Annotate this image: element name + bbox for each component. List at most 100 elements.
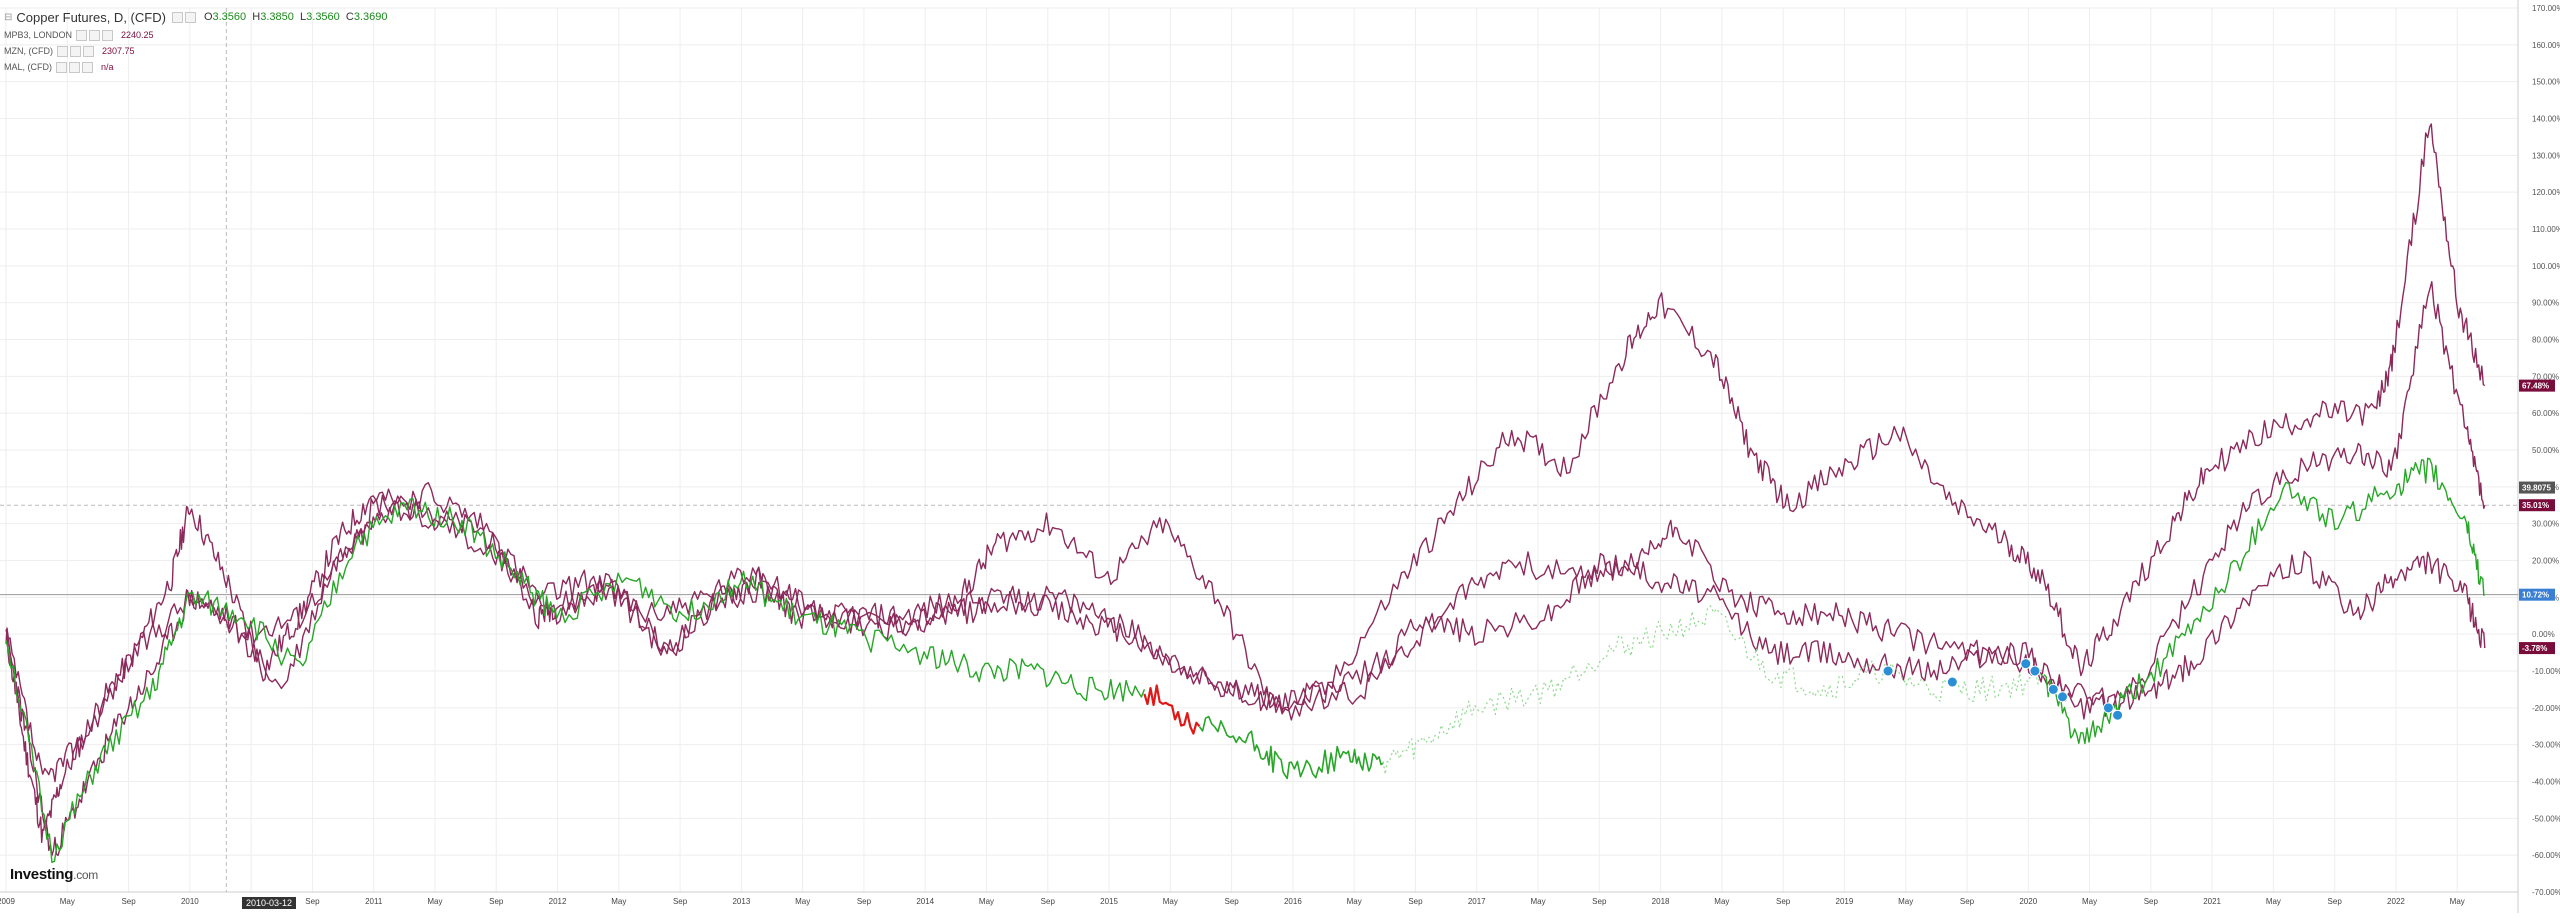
low-value: 3.3560 — [306, 11, 340, 23]
x-tick-label: 2020 — [2019, 897, 2037, 906]
x-tick-label: Sep — [1960, 897, 1975, 906]
x-tick-label: May — [979, 897, 994, 906]
settings-icon[interactable] — [171, 11, 183, 23]
legend-item-mpb3[interactable]: MPB3, LONDON 2240.25 — [4, 28, 388, 42]
close-icon[interactable] — [102, 29, 114, 41]
copper-line-red — [1143, 684, 1201, 735]
event-marker — [2047, 683, 2059, 695]
settings-icon[interactable] — [56, 61, 67, 73]
y-tick-label: -70.00% — [2532, 888, 2560, 897]
close-value: 3.3690 — [353, 11, 388, 23]
crosshair-date-badge: 2010-03-12 — [242, 897, 297, 909]
visibility-icon[interactable] — [70, 45, 81, 57]
collapse-icon[interactable]: ⊟ — [4, 11, 13, 23]
x-tick-label: 2011 — [365, 897, 383, 906]
y-tick-label: -60.00% — [2532, 851, 2560, 860]
x-tick-label: May — [611, 897, 626, 906]
y-tick-label: 130.00% — [2532, 151, 2560, 160]
x-tick-label: May — [1347, 897, 1362, 906]
high-value: 3.3850 — [260, 11, 294, 23]
y-tick-label: 60.00% — [2532, 409, 2559, 418]
y-tick-label: -40.00% — [2532, 778, 2560, 787]
y-tick-label: 110.00% — [2532, 225, 2560, 234]
x-tick-label: Sep — [1776, 897, 1791, 906]
last-value-label-bg — [2519, 642, 2555, 655]
investing-logo: Investing.com — [10, 866, 98, 883]
ohlc-values: O3.3560 H3.3850 L3.3560 C3.3690 — [204, 11, 388, 23]
event-marker — [2112, 709, 2124, 721]
x-tick-label: 2013 — [732, 897, 750, 906]
x-tick-label: Sep — [305, 897, 320, 906]
visibility-icon[interactable] — [69, 61, 80, 73]
close-label: C — [345, 11, 354, 23]
last-value-label-bg — [2519, 379, 2555, 392]
low-label: L — [300, 11, 307, 23]
settings-icon[interactable] — [57, 45, 68, 57]
y-tick-label: 20.00% — [2532, 557, 2559, 566]
x-tick-label: May — [795, 897, 810, 906]
x-tick-label: Sep — [489, 897, 504, 906]
y-tick-label: 100.00% — [2532, 262, 2560, 271]
last-value-label-bg — [2519, 481, 2555, 494]
x-tick-label: Sep — [1592, 897, 1607, 906]
legend-item-mzn[interactable]: MZN, (CFD) 2307.75 — [4, 44, 388, 58]
x-tick-label: Sep — [121, 897, 136, 906]
y-tick-label: -50.00% — [2532, 814, 2560, 823]
visibility-icon[interactable] — [89, 29, 101, 41]
last-value-label: 35.01% — [2522, 501, 2549, 510]
copper-line-mid — [1198, 715, 1384, 780]
x-tick-label: Sep — [673, 897, 688, 906]
x-tick-label: 2018 — [1652, 897, 1670, 906]
close-icon[interactable] — [82, 61, 93, 73]
y-tick-label: 120.00% — [2532, 188, 2560, 197]
event-marker — [2102, 702, 2114, 714]
settings-icon[interactable] — [76, 29, 88, 41]
last-value-label: 67.48% — [2522, 382, 2549, 391]
chart-legend: ⊟ Copper Futures, D, (CFD) O 3.3560 H3.38… — [4, 8, 388, 76]
legend-item-value: n/a — [101, 62, 114, 72]
y-tick-label: -20.00% — [2532, 704, 2560, 713]
y-tick-label: 80.00% — [2532, 336, 2559, 345]
last-value-label-bg — [2519, 588, 2555, 601]
copper-line-early — [5, 498, 1146, 863]
y-tick-label: 150.00% — [2532, 78, 2560, 87]
series-line-3 — [5, 501, 2486, 783]
y-tick-label: 140.00% — [2532, 115, 2560, 124]
visibility-icon[interactable] — [184, 11, 196, 23]
logo-suffix: .com — [73, 868, 98, 882]
last-value-label: 10.72% — [2522, 591, 2549, 600]
series-line-1 — [5, 123, 2486, 843]
x-tick-label: Sep — [1041, 897, 1056, 906]
close-icon[interactable] — [83, 45, 94, 57]
main-series-title[interactable]: Copper Futures, D, (CFD) — [16, 9, 166, 25]
y-tick-label: 30.00% — [2532, 520, 2559, 529]
x-tick-label: 2016 — [1284, 897, 1302, 906]
last-value-label-bg — [2519, 499, 2555, 512]
high-label: H — [252, 11, 261, 23]
legend-item-value: 2240.25 — [121, 30, 154, 40]
x-tick-label: May — [1898, 897, 1913, 906]
x-tick-label: Sep — [857, 897, 872, 906]
series-line-2 — [5, 281, 2486, 857]
x-tick-label: 2021 — [2203, 897, 2221, 906]
x-tick-label: 2019 — [1836, 897, 1854, 906]
x-tick-label: May — [1530, 897, 1545, 906]
x-tick-label: Sep — [1224, 897, 1239, 906]
y-tick-label: 50.00% — [2532, 446, 2559, 455]
logo-brand: Investing — [10, 866, 74, 883]
legend-item-mal[interactable]: MAL, (CFD) n/a — [4, 60, 388, 74]
last-value-label: -3.78% — [2522, 644, 2547, 653]
legend-item-name: MPB3, LONDON — [4, 30, 73, 40]
x-tick-label: 2014 — [916, 897, 934, 906]
legend-item-name: MZN, (CFD) — [4, 46, 53, 56]
open-label: O — [203, 11, 213, 23]
y-tick-label: -30.00% — [2532, 741, 2560, 750]
x-tick-label: Sep — [1408, 897, 1423, 906]
event-marker — [2029, 665, 2041, 677]
x-tick-label: Sep — [2144, 897, 2159, 906]
y-tick-label: -10.00% — [2532, 667, 2560, 676]
x-tick-label: May — [2266, 897, 2281, 906]
